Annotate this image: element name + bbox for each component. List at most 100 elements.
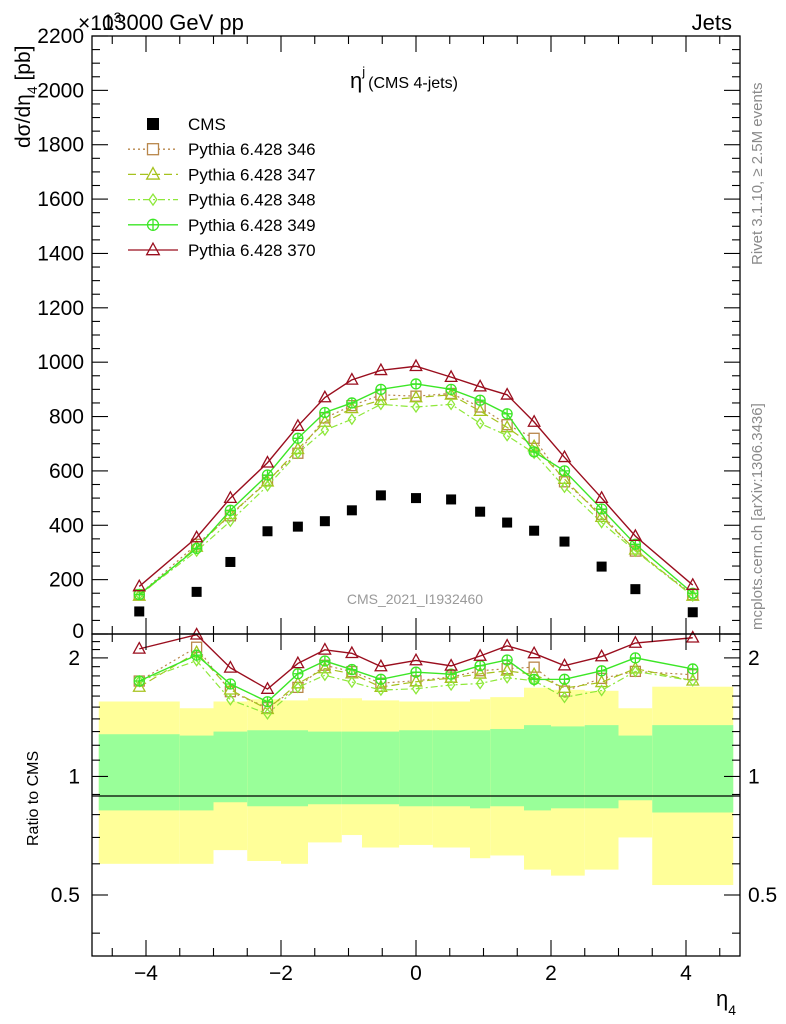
ratio-point-p348 <box>320 669 330 682</box>
exponent-power: 3 <box>114 9 122 25</box>
ratio-point-p370 <box>409 652 423 666</box>
ratio-point-p349 <box>528 673 540 686</box>
ratio-point-p349-cross <box>375 674 386 685</box>
point-p370 <box>685 577 700 590</box>
cms-point <box>225 556 236 567</box>
point-p348 <box>597 516 606 529</box>
ratio-tick-label-right: 2 <box>748 647 760 670</box>
cms-point <box>292 521 303 532</box>
point-p349 <box>528 446 540 458</box>
point-p349 <box>410 378 422 390</box>
ratio-point-p348 <box>597 684 606 697</box>
ratio-point-p349 <box>687 663 699 675</box>
point-p347 <box>594 509 609 523</box>
ratio-point-p348 <box>376 683 386 697</box>
x-axis-label-subscript: 4 <box>728 1002 736 1018</box>
ratio-point-p349 <box>292 668 304 680</box>
legend-entry-cms: CMS <box>147 115 226 134</box>
point-p349-cross <box>225 505 236 516</box>
ratio-point-p370 <box>444 658 458 671</box>
main-ylabel-subscript: 4 <box>24 86 40 94</box>
ratio-point-p348 <box>688 674 698 687</box>
band-inner <box>432 730 470 807</box>
point-p370 <box>223 490 238 503</box>
ratio-point-p348 <box>502 671 512 684</box>
band-inner <box>281 730 308 807</box>
band-inner <box>470 730 491 809</box>
point-p348 <box>502 429 512 442</box>
ratio-point-p347 <box>318 660 332 674</box>
ratio-point-p349-cross <box>475 660 486 671</box>
legend-entry-p346: Pythia 6.428 346 <box>128 140 316 159</box>
legend-entry-p370: Pythia 6.428 370 <box>128 241 316 260</box>
point-p349 <box>501 408 513 420</box>
ratio-tick-label-right: 0.5 <box>748 884 777 907</box>
ratio-point-p349-cross <box>502 655 513 666</box>
y-tick-label: 2200 <box>37 25 84 48</box>
series-line-p370 <box>138 365 694 587</box>
y-tick-label: 1800 <box>37 134 84 157</box>
band-inner <box>362 731 400 805</box>
ratio-point-p349 <box>375 673 387 685</box>
series-line-p347 <box>138 394 694 597</box>
cms-point <box>262 526 273 537</box>
band-inner <box>247 730 281 807</box>
cms-point <box>411 493 421 504</box>
point-p348 <box>411 400 421 414</box>
band-inner <box>618 735 653 801</box>
ratio-point-p347 <box>374 679 388 692</box>
ratio-point-p349-cross <box>559 674 570 685</box>
legend-symbol-p348 <box>148 192 158 207</box>
point-p349-cross <box>529 446 540 457</box>
ratio-point-p370 <box>557 658 572 671</box>
point-p349-cross <box>559 465 570 476</box>
legend-symbol-p349 <box>146 218 160 231</box>
x-tick-label: 0 <box>410 962 422 985</box>
ratio-point-p370 <box>374 658 388 672</box>
ratio-point-p370 <box>685 630 700 643</box>
plot-title-sub: (CMS 4-jets) <box>368 75 458 92</box>
cms-markers <box>134 490 698 618</box>
cms-point <box>529 525 540 536</box>
point-p348 <box>560 481 569 494</box>
ratio-point-p347 <box>132 679 147 692</box>
ratio-point-p370 <box>628 635 643 648</box>
ratio-point-p347 <box>409 674 423 687</box>
x-tick-label: −2 <box>269 962 293 985</box>
point-p349-cross <box>446 384 457 395</box>
ratio-point-p370 <box>473 648 487 661</box>
ratio-point-p348 <box>263 707 272 721</box>
ratio-point-p347 <box>444 670 458 683</box>
band-inner <box>179 735 214 811</box>
x-tick-label: −4 <box>134 962 158 985</box>
ratio-point-p349 <box>224 678 237 690</box>
ratio-point-p370 <box>291 655 305 669</box>
legend: CMS Pythia 6.428 346 Pythia 6.428 347 Pythi… <box>128 115 316 260</box>
point-p370 <box>409 358 423 372</box>
point-p348 <box>293 447 303 460</box>
point-p370 <box>189 529 204 543</box>
point-p349 <box>346 397 358 409</box>
point-p348 <box>263 479 272 492</box>
point-p349-cross <box>191 543 202 554</box>
cms-point <box>559 536 570 547</box>
ratio-point-p349 <box>474 660 486 672</box>
point-p349-cross <box>346 397 357 408</box>
cms-point <box>475 506 486 517</box>
ratio-point-p370 <box>318 642 332 655</box>
legend-label-p347: Pythia 6.428 347 <box>188 165 316 184</box>
legend-label-p348: Pythia 6.428 348 <box>188 191 316 210</box>
ratio-point-p370 <box>527 645 541 659</box>
band-inner <box>98 734 180 811</box>
y-tick-label: 1200 <box>37 297 84 320</box>
point-p349 <box>595 503 608 515</box>
point-p349-cross <box>475 395 486 406</box>
cms-point <box>446 494 457 505</box>
ratio-point-p349 <box>346 663 358 676</box>
series-line-p348 <box>138 403 694 597</box>
point-p349 <box>558 465 571 477</box>
ratio-line-p347 <box>138 651 693 710</box>
cms-point <box>346 505 357 516</box>
point-p349 <box>190 542 203 555</box>
point-p347 <box>473 403 487 417</box>
